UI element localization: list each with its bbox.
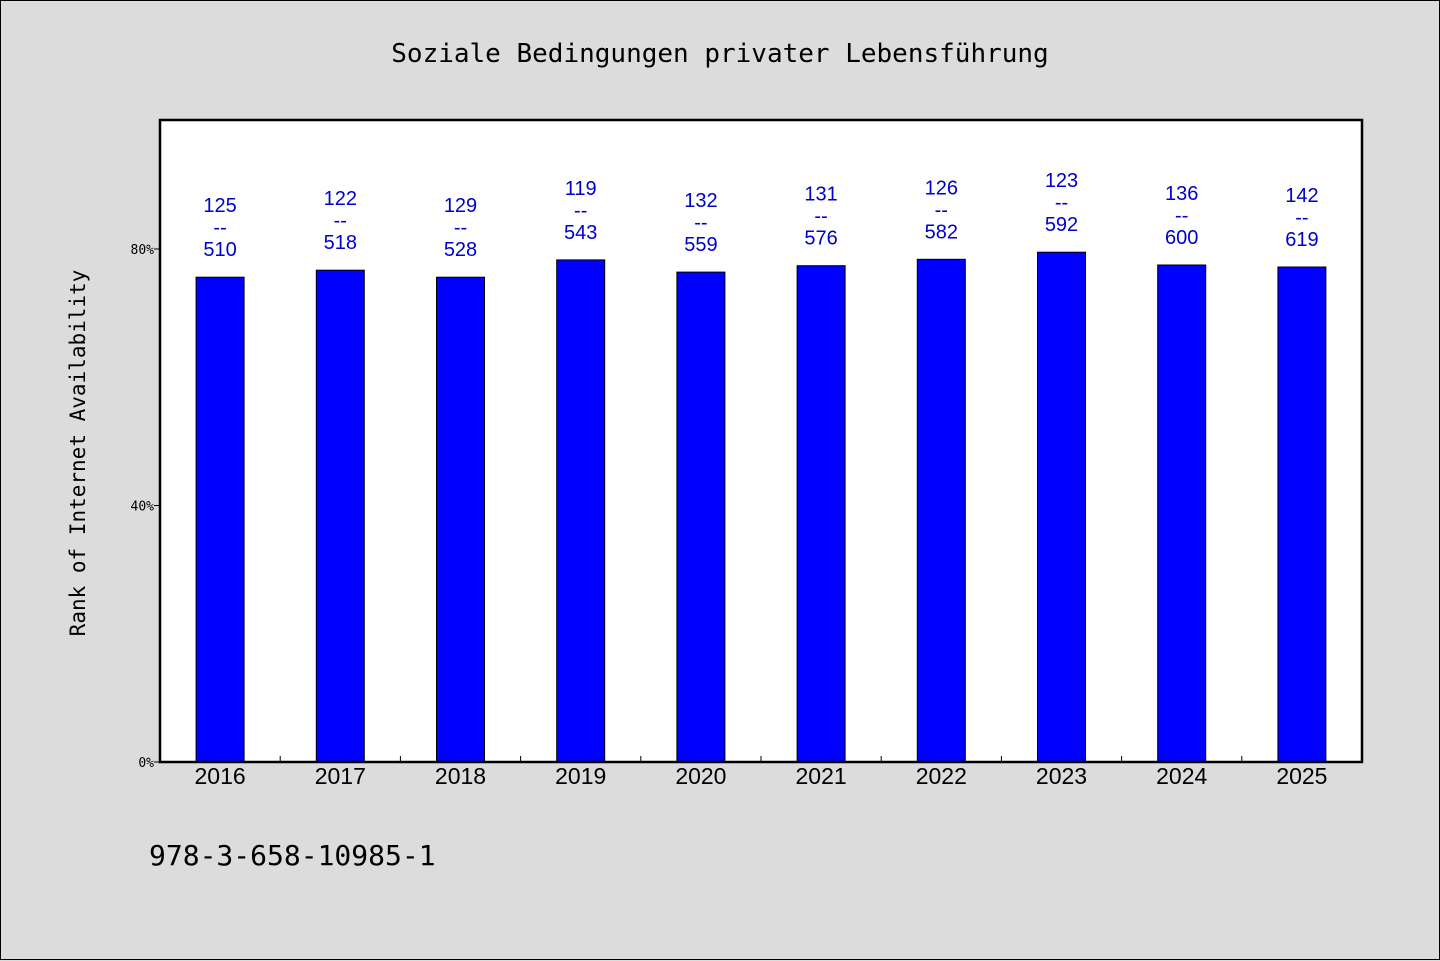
y-axis: 0% 40% 80% <box>131 243 160 771</box>
data-label-2018-line-2: -- <box>454 217 467 239</box>
data-label-2018-line-3: 528 <box>444 239 477 261</box>
data-label-2017-line-1: 122 <box>324 188 357 210</box>
x-tick-label-2025: 2025 <box>1276 763 1327 789</box>
data-label-2025-line-2: -- <box>1295 207 1308 229</box>
data-label-2016-line-2: -- <box>213 217 226 239</box>
bar-2022 <box>916 258 966 763</box>
data-label-2024-line-3: 600 <box>1165 227 1198 249</box>
data-label-2017-line-3: 518 <box>324 232 357 254</box>
bars-group <box>195 251 1327 763</box>
y-tick-label-80: 80% <box>131 243 155 258</box>
x-tick-label-2024: 2024 <box>1156 763 1207 789</box>
bar-2019 <box>556 259 606 763</box>
data-label-2023-line-2: -- <box>1055 192 1068 214</box>
y-axis-label: Rank of Internet Availability <box>66 270 90 637</box>
data-label-2021-line-2: -- <box>814 206 827 228</box>
data-label-2019-line-3: 543 <box>564 222 597 244</box>
data-label-2016-line-1: 125 <box>203 195 236 217</box>
data-label-2020-line-3: 559 <box>684 234 717 256</box>
bar-2025 <box>1277 266 1327 763</box>
y-tick-label-40: 40% <box>131 500 155 515</box>
bar-2024 <box>1157 264 1207 763</box>
x-tick-label-2018: 2018 <box>435 763 486 789</box>
x-tick-label-2016: 2016 <box>195 763 246 789</box>
data-label-2024-line-1: 136 <box>1165 183 1198 205</box>
y-tick-label-0: 0% <box>138 756 154 771</box>
x-tick-label-2023: 2023 <box>1036 763 1087 789</box>
data-label-2025-line-3: 619 <box>1285 229 1318 251</box>
bar-2020 <box>676 271 726 763</box>
data-label-2022-line-2: -- <box>935 199 948 221</box>
data-label-2020-line-2: -- <box>694 212 707 234</box>
x-tick-label-2022: 2022 <box>916 763 967 789</box>
data-label-2017-line-2: -- <box>334 210 347 232</box>
data-label-2016-line-3: 510 <box>203 239 236 261</box>
x-tick-label-2020: 2020 <box>675 763 726 789</box>
data-label-2020-line-1: 132 <box>684 190 717 212</box>
data-label-2023-line-3: 592 <box>1045 214 1078 236</box>
data-label-2019-line-2: -- <box>574 200 587 222</box>
bar-2016 <box>195 276 245 763</box>
chart-title: Soziale Bedingungen privater Lebensführu… <box>391 39 1048 69</box>
data-label-2023-line-1: 123 <box>1045 170 1078 192</box>
x-tick-label-2017: 2017 <box>315 763 366 789</box>
data-label-2018-line-1: 129 <box>444 195 477 217</box>
data-label-2022-line-3: 582 <box>925 221 958 243</box>
data-label-2019-line-1: 119 <box>565 178 597 200</box>
data-label-2021-line-3: 576 <box>804 228 837 250</box>
data-label-2021-line-1: 131 <box>804 184 837 206</box>
data-label-2022-line-1: 126 <box>925 177 958 199</box>
data-labels-group: 125--510122--518129--528119--543132--559… <box>203 170 1318 261</box>
bar-2023 <box>1037 251 1086 763</box>
bar-2017 <box>315 269 365 763</box>
data-label-2024-line-2: -- <box>1175 205 1188 227</box>
bar-2018 <box>436 276 485 763</box>
bar-2021 <box>796 265 846 763</box>
x-axis: 2016 2017 2018 2019 2020 2021 2022 2023 2024 2025 <box>195 756 1327 789</box>
data-label-2025-line-1: 142 <box>1285 185 1318 207</box>
x-tick-label-2021: 2021 <box>796 763 847 789</box>
footer-isbn: 978-3-658-10985-1 <box>149 839 436 872</box>
x-tick-label-2019: 2019 <box>555 763 606 789</box>
